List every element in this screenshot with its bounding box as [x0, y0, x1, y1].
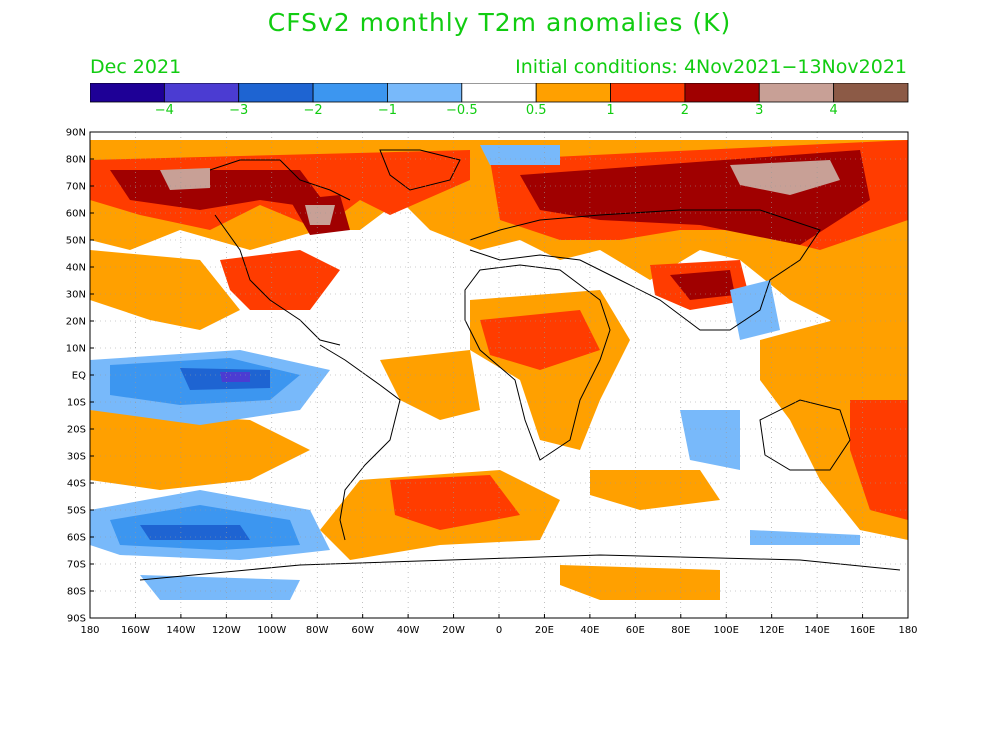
chart-title: CFSv2 monthly T2m anomalies (K) — [267, 8, 732, 37]
lon-label-12: 60E — [626, 625, 645, 636]
warm-region-south-indian — [590, 470, 720, 510]
legend-label-8: 3 — [755, 103, 764, 118]
lat-label-13: 40S — [67, 479, 86, 490]
lat-label-6: 30N — [66, 290, 86, 301]
lat-label-4: 50N — [66, 236, 86, 247]
lon-label-14: 100E — [714, 625, 739, 636]
lat-label-5: 40N — [66, 263, 86, 274]
legend-label-4: −0.5 — [446, 103, 478, 118]
warmer-region-sahara — [480, 310, 600, 370]
lat-label-12: 30S — [67, 452, 86, 463]
legend-label-7: 2 — [680, 103, 690, 118]
lat-label-14: 50S — [67, 506, 86, 517]
lat-label-9: EQ — [72, 371, 86, 382]
lon-label-13: 80E — [671, 625, 690, 636]
cold-region-antarctic-coast — [140, 575, 300, 600]
extreme-cold-pacific — [220, 372, 250, 382]
extreme-warm-hudson — [305, 205, 335, 225]
lat-label-8: 10N — [66, 344, 86, 355]
warm-region-north-pacific — [90, 250, 240, 330]
lon-label-0: 180 — [80, 625, 99, 636]
lon-label-7: 40W — [397, 625, 420, 636]
lon-label-8: 20W — [442, 625, 465, 636]
legend-label-6: 1 — [606, 103, 615, 118]
warmer-region-australia-east — [850, 400, 908, 520]
valid-month: Dec 2021 — [90, 56, 182, 78]
longitude-axis: 180 160W 140W 120W 100W 80W 60W 40W 20W 0 20E 40E 60… — [80, 614, 918, 636]
lon-label-18: 180 — [898, 625, 917, 636]
cold-region-south-pacific-east — [750, 530, 860, 545]
cold-region-indian-ocean — [680, 410, 740, 470]
legend-label-5: 0.5 — [525, 103, 547, 118]
lon-label-15: 120E — [759, 625, 784, 636]
latitude-axis: 90N 80N 70N 60N 50N 40N 30N 20N 10N EQ 10S 20S 30S 40… — [66, 128, 94, 625]
lat-label-17: 80S — [67, 587, 86, 598]
lat-label-18: 90S — [67, 614, 86, 625]
lat-label-10: 10S — [67, 398, 86, 409]
lat-label-2: 70N — [66, 182, 86, 193]
initial-conditions: Initial conditions: 4Nov2021−13Nov2021 — [515, 56, 907, 78]
legend-label-3: −1 — [377, 103, 398, 118]
lon-label-5: 80W — [306, 625, 329, 636]
lon-label-1: 160W — [121, 625, 150, 636]
strong-warm-tibet — [670, 270, 735, 300]
lat-label-0: 90N — [66, 128, 86, 139]
legend-label-1: −3 — [229, 103, 249, 118]
warm-region-south-pacific — [90, 410, 310, 490]
lat-label-1: 80N — [66, 155, 86, 166]
lon-label-6: 60W — [351, 625, 374, 636]
lon-label-9: 0 — [496, 625, 502, 636]
strong-cold-southern-ocean — [140, 525, 250, 540]
map-gridlines — [90, 132, 908, 618]
legend-swatch-10 — [833, 83, 909, 103]
color-legend-labels: −4 −3 −2 −1 −0.5 0.5 1 2 3 4 — [90, 103, 910, 123]
warmer-region-south-atlantic — [390, 475, 520, 530]
lat-label-3: 60N — [66, 209, 86, 220]
lon-label-16: 140E — [804, 625, 829, 636]
lon-label-10: 20E — [535, 625, 554, 636]
extreme-warm-canada — [160, 168, 210, 190]
legend-label-0: −4 — [154, 103, 174, 118]
lat-label-16: 70S — [67, 560, 86, 571]
extreme-warm-siberia — [730, 160, 840, 195]
lon-label-17: 160E — [850, 625, 875, 636]
lat-label-15: 60S — [67, 533, 86, 544]
lon-label-4: 100W — [257, 625, 286, 636]
lon-label-3: 120W — [212, 625, 241, 636]
legend-label-9: 4 — [829, 103, 838, 118]
lon-label-11: 40E — [580, 625, 599, 636]
coastlines — [139, 149, 901, 581]
lat-label-7: 20N — [66, 317, 86, 328]
lon-label-2: 140W — [166, 625, 195, 636]
warm-region-central-atlantic — [380, 350, 480, 420]
cold-region-china — [730, 280, 780, 340]
warmer-region-eastern-us — [220, 250, 340, 310]
color-legend-bar — [90, 83, 909, 103]
legend-label-2: −2 — [303, 103, 323, 118]
lat-label-11: 20S — [67, 425, 86, 436]
cold-region-north-atlantic — [480, 145, 560, 165]
